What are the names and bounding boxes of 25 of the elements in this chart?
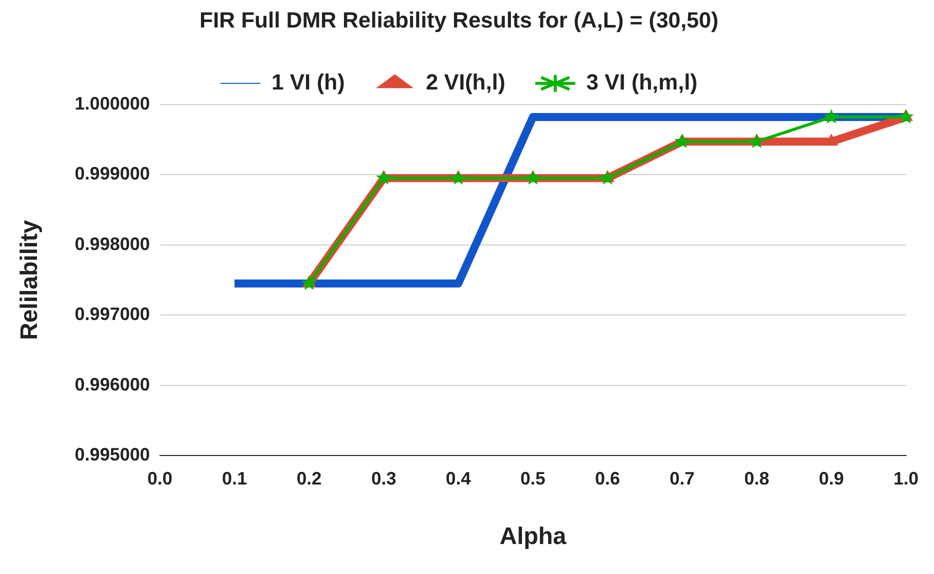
- y-axis-title: Relilability: [16, 219, 44, 340]
- y-tick-label: 0.999000: [74, 164, 150, 184]
- x-tick-label: 0.4: [446, 468, 471, 488]
- x-tick-label: 0.5: [520, 468, 546, 488]
- point: [824, 134, 838, 146]
- chart-title: FIR Full DMR Reliability Results for (A,L) = (30,50): [200, 7, 718, 32]
- x-tick-label: 0.9: [818, 468, 844, 488]
- legend-label: 3 VI (h,m,l): [586, 69, 698, 94]
- x-tick-label: 0.0: [147, 468, 172, 488]
- x-tick-label: 0.7: [670, 468, 695, 488]
- x-tick-label: 0.6: [595, 468, 620, 488]
- x-tick-label: 1.0: [893, 468, 919, 488]
- y-tick-label: 0.995000: [74, 444, 150, 465]
- y-tick-label: 0.996000: [74, 374, 150, 394]
- x-tick-label: 0.2: [296, 468, 322, 488]
- x-tick-label: 0.1: [222, 468, 248, 488]
- legend-label: 1 VI (h): [271, 69, 345, 94]
- legend-label: 2 VI(h,l): [426, 69, 506, 94]
- y-tick-label: 0.997000: [74, 304, 150, 324]
- x-axis-title: Alpha: [500, 523, 567, 550]
- x-tick-label: 0.3: [371, 468, 396, 488]
- y-tick-label: 1.000000: [74, 93, 150, 114]
- point: [824, 109, 839, 124]
- x-tick-label: 0.8: [744, 468, 770, 488]
- y-tick-label: 0.998000: [74, 234, 150, 254]
